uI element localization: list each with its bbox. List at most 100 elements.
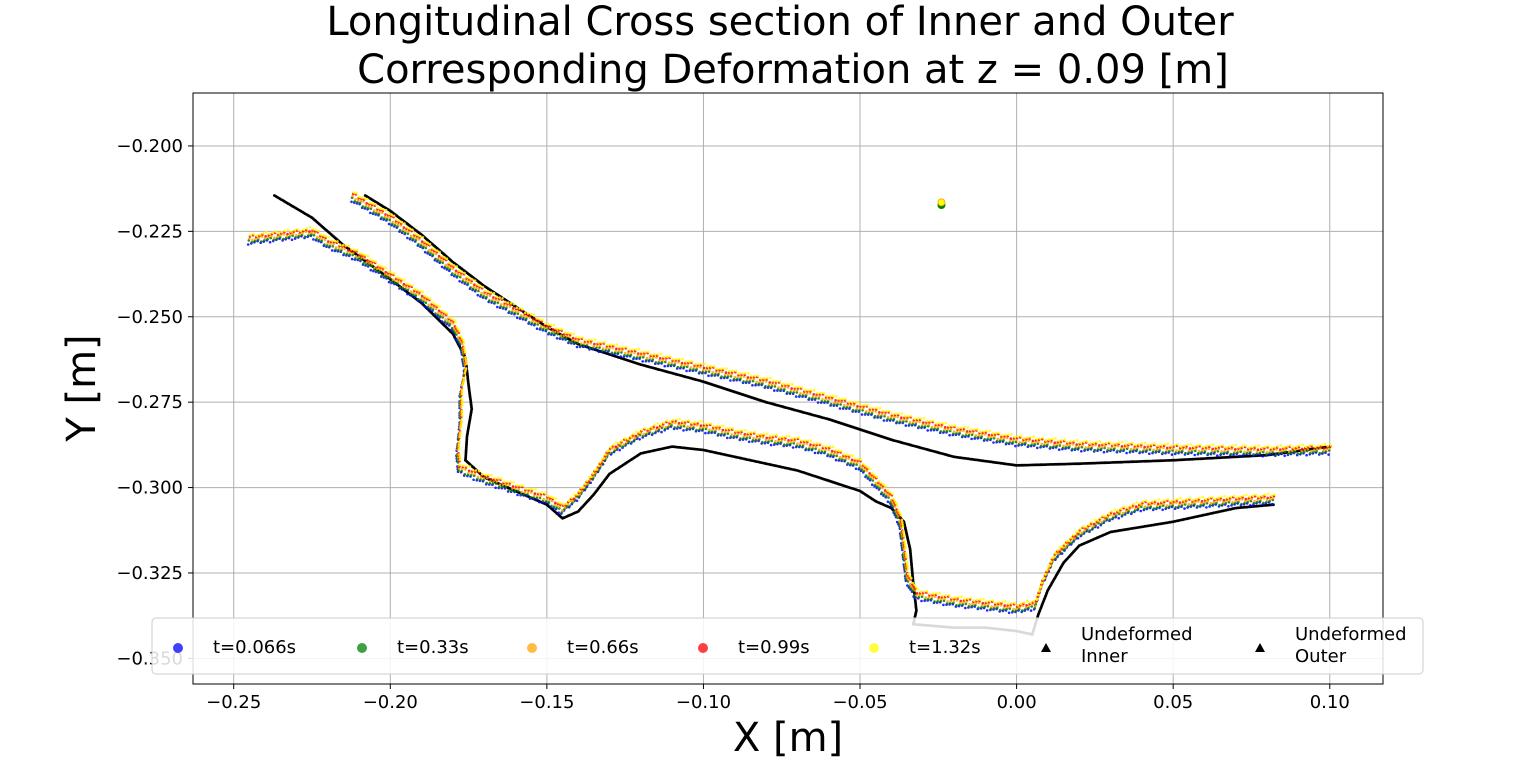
deformed-point-t0.66s	[354, 254, 358, 258]
deformed-point-t1.32s	[615, 343, 619, 346]
deformed-point-t1.32s	[463, 350, 467, 354]
deformed-point-t1.32s	[1301, 443, 1305, 447]
deformed-point-t0.66s	[1265, 450, 1269, 454]
deformed-point-t0.99s	[1120, 445, 1124, 448]
deformed-point-t1.32s	[985, 429, 988, 433]
deformed-point-t1.32s	[1114, 442, 1118, 445]
deformed-point-t0.66s	[730, 433, 733, 436]
deformed-point-t1.32s	[784, 382, 788, 386]
deformed-point-t0.066s	[1148, 452, 1151, 456]
deformed-point-t1.32s	[1228, 445, 1231, 448]
deformed-point-t1.32s	[919, 417, 922, 420]
deformed-point-t0.33s	[323, 243, 326, 246]
deformed-point-t1.32s	[1199, 443, 1202, 447]
deformed-point-t0.99s	[812, 393, 815, 396]
deformed-point-t1.32s	[352, 191, 356, 194]
deformed-point-t1.32s	[512, 302, 516, 306]
deformed-point-t1.32s	[463, 376, 466, 380]
deformed-point-t0.99s	[614, 445, 618, 449]
deformed-point-t1.32s	[460, 419, 463, 422]
deformed-point-t1.32s	[403, 278, 406, 282]
deformed-point-t0.66s	[874, 481, 877, 485]
deformed-point-t1.32s	[461, 383, 464, 386]
deformed-point-t1.32s	[436, 304, 439, 307]
deformed-point-t0.99s	[915, 592, 919, 595]
deformed-point-t1.32s	[495, 295, 499, 299]
deformed-point-t1.32s	[464, 369, 467, 373]
deformed-point-t1.32s	[504, 300, 507, 304]
deformed-point-t0.66s	[796, 442, 799, 446]
deformed-point-t1.32s	[1134, 443, 1137, 447]
deformed-point-t0.99s	[856, 405, 859, 408]
deformed-point-t0.066s	[920, 599, 923, 603]
deformed-point-t1.32s	[1156, 444, 1160, 448]
deformed-point-t0.33s	[880, 491, 884, 495]
deformed-point-t1.32s	[455, 265, 459, 268]
deformed-point-t1.32s	[492, 291, 496, 295]
deformed-point-t0.66s	[1253, 499, 1256, 503]
deformed-point-t0.33s	[380, 216, 383, 219]
deformed-point-t0.33s	[983, 438, 986, 441]
deformed-point-t1.32s	[308, 226, 312, 229]
deformed-point-t0.066s	[1007, 611, 1011, 615]
deformed-point-t0.66s	[974, 434, 978, 437]
deformed-point-t1.32s	[809, 388, 813, 392]
deformed-point-t1.32s	[681, 357, 684, 361]
deformed-point-t1.32s	[356, 248, 359, 252]
deformed-point-t1.32s	[838, 397, 841, 401]
deformed-point-t1.32s	[566, 331, 570, 335]
deformed-point-t1.32s	[450, 262, 454, 266]
deformed-point-t1.32s	[521, 307, 524, 311]
deformed-point-t0.066s	[423, 305, 427, 309]
deformed-point-t1.32s	[769, 376, 772, 380]
deformed-point-t1.32s	[413, 232, 417, 236]
deformed-point-t0.066s	[773, 389, 776, 392]
deformed-point-t0.33s	[654, 361, 658, 364]
deformed-point-t1.32s	[596, 341, 600, 344]
deformed-point-t1.32s	[656, 353, 659, 356]
deformed-point-t1.32s	[866, 403, 869, 407]
deformed-point-t0.066s	[660, 430, 663, 434]
deformed-point-t1.32s	[1038, 437, 1041, 440]
deformed-point-t0.066s	[535, 327, 539, 331]
deformed-point-t0.66s	[1040, 442, 1043, 446]
deformed-point-t1.32s	[819, 391, 822, 395]
deformed-point-t1.32s	[850, 400, 854, 404]
deformed-point-t0.99s	[900, 416, 903, 420]
deformed-point-t0.066s	[870, 483, 874, 487]
deformed-point-t0.066s	[638, 438, 641, 441]
deformed-point-t1.32s	[484, 289, 487, 293]
deformed-point-t0.066s	[726, 436, 729, 440]
deformed-point-t1.32s	[690, 360, 694, 363]
deformed-point-t1.32s	[464, 367, 468, 371]
deformed-point-t0.066s	[1305, 453, 1308, 457]
deformed-point-t1.32s	[460, 270, 464, 274]
deformed-point-t0.99s	[1075, 443, 1078, 446]
deformed-point-t1.32s	[1066, 440, 1070, 444]
deformed-point-t0.066s	[472, 478, 475, 482]
deformed-point-t0.99s	[981, 601, 985, 605]
deformed-point-t0.66s	[908, 420, 912, 424]
deformed-point-t1.32s	[1004, 433, 1007, 437]
deformed-point-t0.066s	[992, 441, 995, 444]
deformed-point-t0.66s	[865, 410, 868, 413]
deformed-point-t0.066s	[1261, 455, 1264, 458]
deformed-point-t1.32s	[938, 422, 941, 425]
deformed-point-t0.066s	[1014, 444, 1017, 448]
deformed-point-t1.32s	[903, 415, 907, 418]
deformed-point-t1.32s	[535, 317, 538, 320]
deformed-point-t0.33s	[469, 286, 472, 289]
deformed-point-t0.99s	[308, 230, 311, 233]
deformed-point-t0.066s	[1057, 448, 1061, 452]
deformed-point-t1.32s	[578, 336, 581, 339]
deformed-point-t1.32s	[715, 367, 719, 371]
deformed-point-t1.32s	[947, 424, 951, 428]
deformed-point-t0.99s	[743, 433, 747, 436]
deformed-point-t0.33s	[1274, 453, 1278, 456]
deformed-point-t1.32s	[458, 269, 461, 273]
deformed-point-t0.066s	[942, 603, 945, 607]
deformed-point-t1.32s	[478, 284, 482, 288]
deformed-point-t0.066s	[1161, 508, 1164, 512]
deformed-point-t0.66s	[777, 386, 780, 389]
deformed-point-t1.32s	[1166, 442, 1170, 446]
